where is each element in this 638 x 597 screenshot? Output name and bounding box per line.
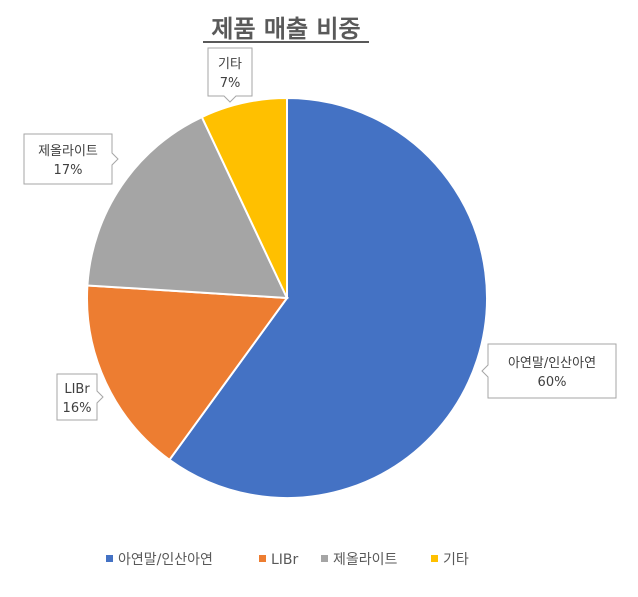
legend-swatch [431,555,438,562]
data-label-2: LIBr 16% [56,373,104,421]
data-label-category: 아연말/인산아연 [508,356,596,371]
data-label-value: 60% [538,375,567,390]
legend-swatch [106,555,113,562]
legend: 아연말/인산아연 LIBr 제올라이트 기타 [106,552,469,568]
data-label-box [23,133,119,185]
pie-slice-2 [86,284,289,462]
legend-item-3: 제올라이트 [321,552,398,568]
chart-title: 제품 매출 비중 [211,15,360,43]
legend-item-2: LIBr [259,552,299,568]
pie-slice-1 [168,96,488,499]
data-label-box [207,47,253,103]
legend-swatch [259,555,266,562]
data-label-value: 17% [54,163,83,178]
data-label-3: 제올라이트 17% [23,133,119,185]
data-labels: 아연말/인산아연 60% LIBr 16% 제올라이트 17% 기타 7% [23,47,617,421]
data-label-4: 기타 7% [207,47,253,103]
data-label-box [481,343,617,399]
pie-slice-4 [200,96,288,299]
legend-label: 기타 [443,552,469,568]
data-label-category: LIBr [64,382,90,397]
data-label-1: 아연말/인산아연 60% [481,343,617,399]
pie-slices [86,96,488,499]
legend-item-1: 아연말/인산아연 [106,552,213,568]
data-label-value: 16% [63,401,92,416]
data-label-box [56,373,104,421]
legend-item-4: 기타 [431,552,469,568]
pie-slice-3 [86,115,289,300]
legend-label: 아연말/인산아연 [118,552,213,568]
data-label-category: 제올라이트 [38,144,98,159]
legend-label: 제올라이트 [333,552,398,568]
legend-label: LIBr [271,552,299,568]
data-label-value: 7% [220,76,241,91]
legend-swatch [321,555,328,562]
data-label-category: 기타 [218,57,242,72]
